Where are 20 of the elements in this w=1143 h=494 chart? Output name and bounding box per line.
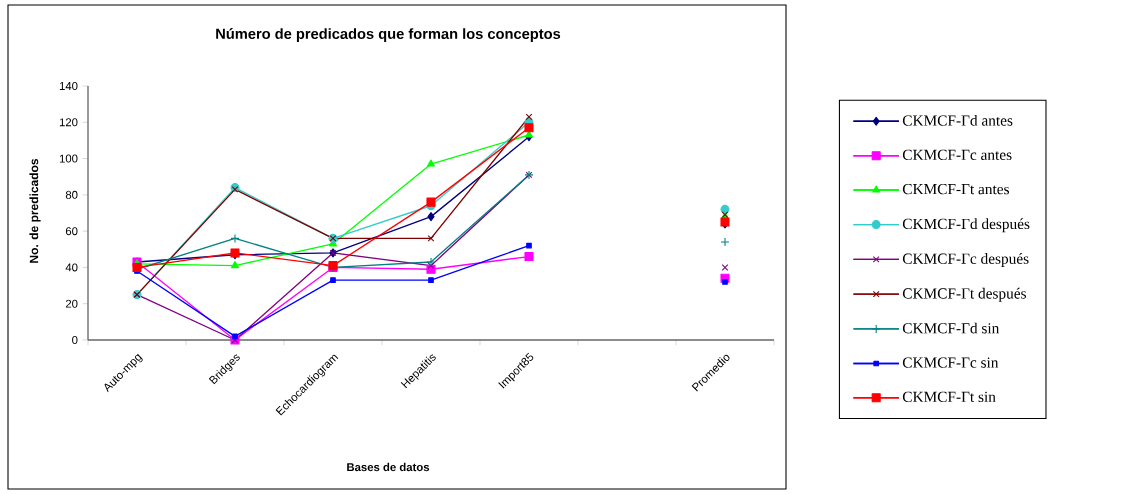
x-axis-title: Bases de datos — [347, 462, 430, 472]
legend-label: CKMCF-Γd después — [902, 218, 1030, 233]
legend-label: CKMCF-Γc antes — [902, 149, 1012, 160]
legend-label: CKMCF-Γd antes — [902, 114, 1013, 126]
y-tick-label: 120 — [59, 118, 78, 127]
legend-label: CKMCF-Γt después — [902, 287, 1027, 302]
y-tick-label: 40 — [65, 263, 78, 272]
y-tick-label: 60 — [65, 227, 78, 236]
y-tick-label: 20 — [65, 299, 78, 308]
y-tick-label: 100 — [59, 154, 78, 163]
legend-label: CKMCF-Γd sin — [902, 322, 1000, 334]
y-tick-label: 80 — [65, 190, 78, 199]
y-tick-label: 140 — [59, 82, 78, 91]
legend-label: CKMCF-Γc después — [902, 253, 1029, 267]
legend-label: CKMCF-Γc sin — [902, 357, 999, 368]
y-axis-title: No. de predicados — [29, 158, 41, 263]
y-tick-label: 0 — [72, 336, 78, 345]
chart-title: Número de predicados que forman los conceptos — [216, 28, 561, 42]
legend-label: CKMCF-Γt sin — [902, 391, 996, 402]
legend-label: CKMCF-Γt antes — [902, 183, 1009, 195]
